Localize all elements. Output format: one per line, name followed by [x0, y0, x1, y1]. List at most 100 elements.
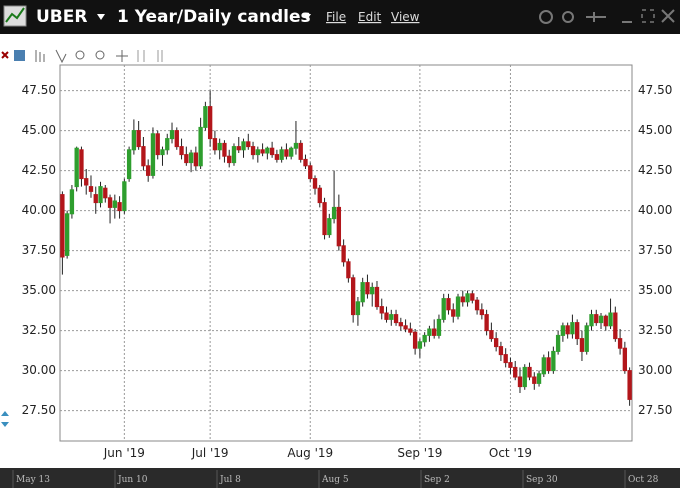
candle-body — [250, 146, 256, 156]
candle-body — [136, 130, 141, 148]
candle-body — [165, 138, 170, 151]
y-tick-label-right: 45.00 — [638, 123, 672, 137]
candle-body — [184, 154, 189, 164]
navigator-label: Sep 30 — [526, 475, 558, 485]
candle-body — [613, 312, 618, 340]
candle-body — [269, 147, 275, 156]
candle-body — [441, 298, 446, 320]
candle-body — [474, 299, 480, 311]
candle-body — [150, 133, 156, 176]
candle-body — [312, 178, 318, 189]
menu-edit[interactable]: Edit — [358, 10, 382, 24]
candle-body — [389, 314, 394, 320]
candle-body — [227, 155, 232, 164]
compare-icon[interactable] — [137, 50, 163, 62]
candle-body — [555, 334, 561, 352]
candle-body — [298, 142, 303, 160]
candle-body — [522, 366, 527, 388]
candle-body — [355, 301, 361, 316]
y-tick-label-right: 30.00 — [638, 363, 672, 377]
candle-body — [479, 309, 485, 316]
crosshair-icon[interactable] — [116, 50, 128, 62]
candle-body — [69, 189, 75, 215]
close-icon[interactable] — [661, 9, 675, 23]
info-icon[interactable] — [14, 50, 25, 61]
candle-body — [336, 206, 342, 247]
zoom-in-icon[interactable] — [75, 50, 85, 60]
candle-body — [493, 338, 499, 348]
candle-body — [93, 194, 98, 204]
candle-body — [570, 322, 575, 335]
candle-body — [64, 213, 70, 256]
candle-body — [398, 322, 403, 327]
settings-icon[interactable] — [539, 10, 553, 24]
candle-body — [575, 322, 580, 340]
plot: 27.50 27.50 30.00 30.00 32.50 32.50 35.00 35.00… — [22, 65, 672, 460]
maximize-icon[interactable] — [641, 9, 655, 23]
navigator-label: Jul 8 — [219, 475, 241, 485]
pin-icon[interactable] — [586, 12, 606, 22]
candle-body — [489, 330, 494, 340]
dropdown-arrow[interactable] — [303, 14, 311, 20]
candle-body — [527, 366, 532, 378]
y-tick-label-right: 37.50 — [638, 243, 672, 257]
y-tick-label: 42.50 — [22, 163, 56, 177]
candle-body — [589, 314, 594, 327]
candle-body — [222, 142, 227, 157]
y-tick-label: 30.00 — [22, 363, 56, 377]
y-tick-label-right: 35.00 — [638, 283, 672, 297]
candle-body — [193, 152, 199, 167]
scroll-icon[interactable] — [0, 410, 10, 430]
candle-body — [465, 293, 470, 303]
menu-file[interactable]: File — [326, 10, 346, 24]
candle-body — [60, 194, 65, 258]
title-bar — [0, 0, 680, 34]
app-icon-line — [5, 7, 25, 23]
scroll-arrows[interactable] — [1, 411, 9, 427]
candle-body — [284, 149, 289, 157]
candle-body — [384, 312, 389, 320]
y-tick-label: 47.50 — [22, 83, 56, 97]
candle-body — [565, 325, 570, 335]
candle-body — [126, 149, 132, 180]
candle-body — [594, 314, 599, 324]
candle-body — [560, 325, 566, 336]
candle-body — [379, 306, 384, 314]
candle-body — [346, 261, 351, 279]
candle-body — [98, 186, 103, 204]
menu-view[interactable]: View — [391, 10, 420, 24]
x-tick-label: Oct '19 — [489, 446, 532, 460]
y-tick-label: 35.00 — [22, 283, 56, 297]
candle-body — [160, 149, 165, 156]
candle-body — [255, 149, 260, 156]
candle-body — [246, 141, 251, 148]
draw-icon[interactable] — [55, 49, 67, 64]
candle-body — [350, 277, 356, 316]
candle-body — [236, 146, 241, 151]
candle-body — [303, 158, 308, 167]
candle-body — [551, 350, 556, 372]
symbol[interactable]: UBER — [36, 7, 87, 27]
dropdown-arrow[interactable] — [97, 14, 105, 20]
candle-body — [122, 181, 127, 212]
navigator[interactable] — [0, 468, 680, 488]
link-icon[interactable] — [562, 11, 574, 23]
y-tick-label-right: 27.50 — [638, 403, 672, 417]
candle-body — [117, 202, 122, 212]
candle-body — [536, 373, 542, 384]
candle-body — [374, 286, 380, 308]
candle-body — [393, 314, 399, 324]
interval[interactable]: 1 Year/Daily candles — [117, 7, 311, 27]
candle-body — [617, 338, 623, 349]
candle-body — [84, 178, 89, 186]
candle-body — [579, 338, 585, 352]
candle-body — [131, 130, 137, 151]
candle-body — [365, 282, 370, 295]
close-chart-icon[interactable] — [1, 51, 9, 59]
bars-icon[interactable] — [35, 50, 45, 62]
zoom-out-icon[interactable] — [95, 50, 105, 60]
candle-body — [289, 147, 294, 157]
plot-area — [59, 64, 633, 442]
y-tick-label-right: 40.00 — [638, 203, 672, 217]
